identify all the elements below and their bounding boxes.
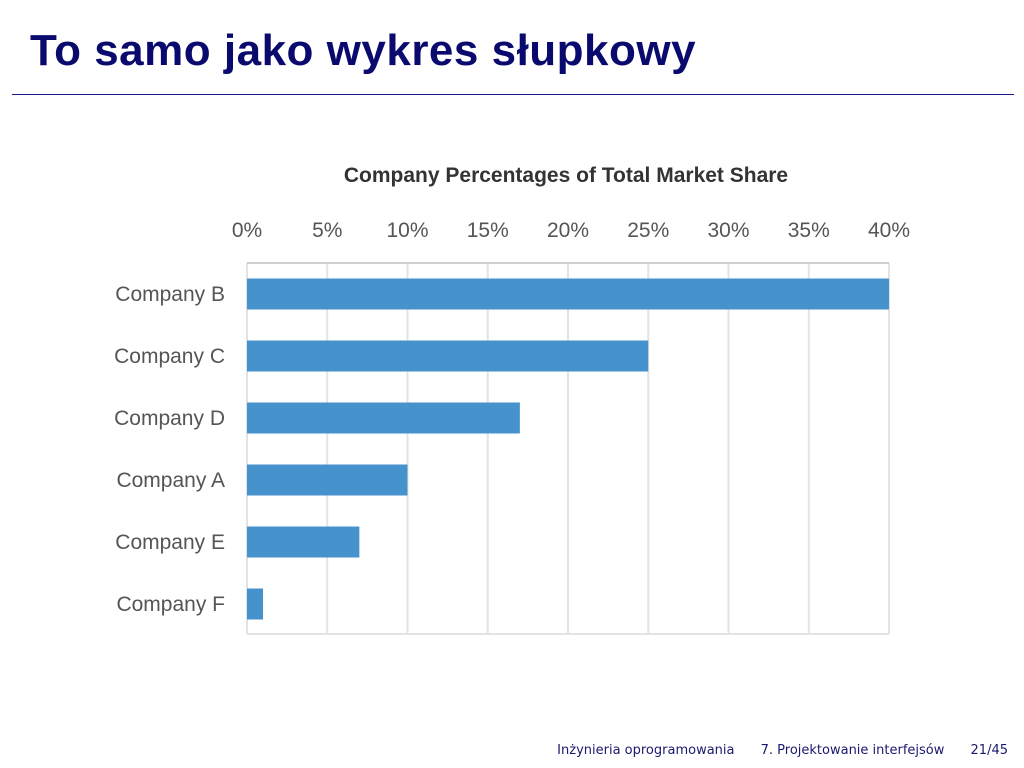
bar-company-c (247, 340, 649, 372)
x-tick-label: 25% (627, 219, 669, 242)
bar-layer (247, 278, 889, 620)
footer-lecture: 7. Projektowanie interfejsów (760, 743, 945, 758)
x-tick-label: 10% (386, 219, 428, 242)
bar-company-d (247, 402, 520, 434)
category-labels: Company B Company C Company D Company A Comp… (114, 283, 225, 616)
category-label: Company B (115, 283, 225, 306)
slide-footer: Inżynieria oprogramowania 7. Projektowan… (535, 743, 1008, 758)
x-tick-labels: 0% 5% 10% 15% 20% 25% 30% 35% 40% (232, 219, 910, 242)
grid-layer (246, 262, 890, 635)
x-tick-label: 35% (788, 219, 830, 242)
x-tick-label: 30% (707, 219, 749, 242)
category-label: Company F (116, 593, 225, 616)
x-tick-label: 0% (232, 219, 262, 242)
x-tick-label: 20% (547, 219, 589, 242)
x-tick-label: 40% (868, 219, 910, 242)
category-label: Company D (114, 407, 225, 430)
bar-company-a (247, 464, 408, 496)
bar-company-b (247, 278, 889, 310)
x-tick-label: 5% (312, 219, 342, 242)
bar-company-e (247, 526, 360, 558)
category-label: Company A (116, 469, 225, 492)
footer-course: Inżynieria oprogramowania (557, 743, 735, 758)
footer-page-number: 21/45 (970, 743, 1008, 758)
bar-company-f (247, 588, 264, 620)
category-label: Company E (115, 531, 225, 554)
category-label: Company C (114, 345, 225, 368)
title-divider (12, 94, 1014, 95)
x-tick-label: 15% (467, 219, 509, 242)
chart-title: Company Percentages of Total Market Shar… (344, 164, 788, 187)
slide-title: To samo jako wykres słupkowy (30, 26, 697, 75)
